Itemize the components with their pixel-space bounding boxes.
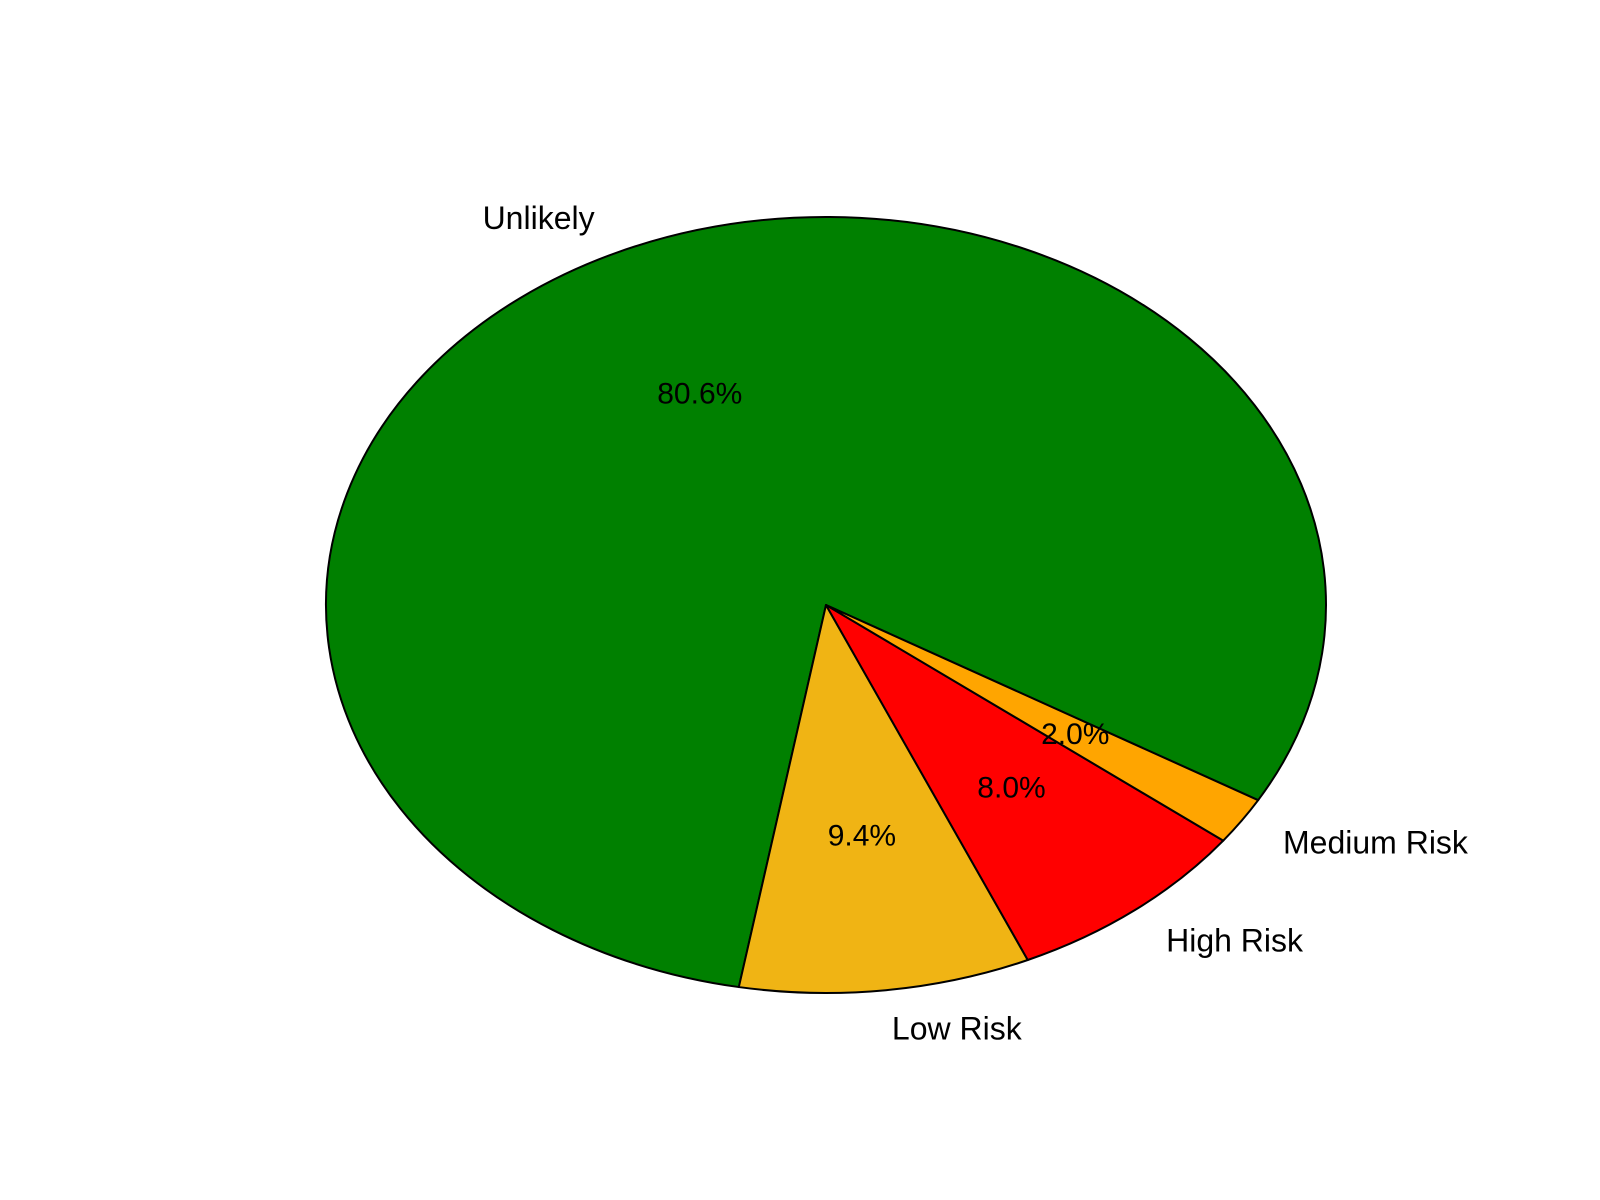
slice-label-high-risk: High Risk [1166, 922, 1304, 958]
slice-percent-low-risk: 9.4% [828, 820, 896, 853]
pie-slice-medium-risk [825, 604, 1260, 842]
pie-slice-high-risk [825, 604, 1225, 961]
slice-label-unlikely: Unlikely [483, 200, 595, 236]
slice-percent-unlikely: 80.6% [657, 377, 742, 410]
slice-percent-medium-risk: 2.0% [1041, 718, 1109, 751]
slice-percent-high-risk: 8.0% [977, 771, 1045, 804]
slice-label-low-risk: Low Risk [892, 1011, 1023, 1047]
pie-labels: Unlikely 80.6% Low Risk 9.4% High Risk 8.0% Me… [483, 200, 1469, 1047]
pie-slices [325, 216, 1327, 994]
pie-slice-unlikely [325, 216, 1327, 989]
pie-slice-low-risk [737, 604, 1029, 994]
slice-label-medium-risk: Medium Risk [1283, 824, 1469, 860]
